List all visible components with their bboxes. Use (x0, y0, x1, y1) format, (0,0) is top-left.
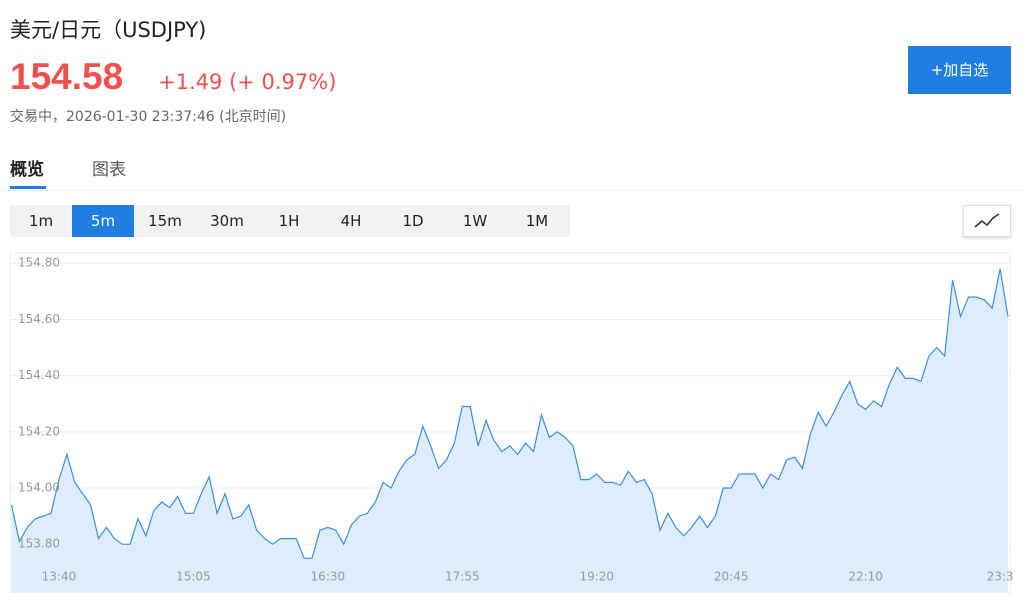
divider (0, 190, 1024, 191)
timeframe-button[interactable]: 5m (72, 205, 134, 237)
change: +1.49 (+ 0.97%) (158, 70, 337, 94)
y-tick-label: 154.80 (18, 256, 60, 270)
y-tick-label: 154.20 (18, 424, 60, 438)
tab[interactable]: 概览 (10, 160, 44, 180)
chart-icon (974, 213, 1000, 228)
line (10, 268, 1009, 559)
tab-indicator (10, 186, 46, 189)
timeframe-bar: 1m 5m 15m 30m 1H 4H 1D 1W 1M (10, 205, 570, 237)
x-tick-label: 19:20 (579, 570, 614, 584)
timeframe-button[interactable]: 4H (340, 212, 362, 230)
timeframe-button[interactable]: 30m (210, 212, 244, 230)
y-tick-label: 154.40 (18, 368, 60, 382)
chart-frame (10, 252, 1011, 593)
price: 154.58 (10, 56, 124, 97)
chart-type-button[interactable] (963, 205, 1011, 237)
status: 交易中，2026-01-30 23:37:46 (北京时间) (10, 109, 287, 125)
add-button[interactable]: +加自选 (908, 46, 1011, 94)
timeframe-button[interactable]: 1m (28, 212, 54, 230)
x-tick-label: 16:30 (311, 570, 346, 584)
timeframe-button[interactable]: 1H (278, 212, 300, 230)
timeframe-button[interactable]: 1D (402, 212, 424, 230)
x-tick-label: 13:40 (42, 570, 77, 584)
x-tick-label: 23:3 (987, 570, 1014, 584)
y-tick-label: 154.00 (18, 481, 60, 495)
timeframe-button[interactable]: 1M (525, 212, 549, 230)
x-tick-label: 17:55 (445, 570, 480, 584)
x-tick-label: 22:10 (848, 570, 883, 584)
y-tick-label: 154.60 (18, 312, 60, 326)
title: 美元/日元（USDJPY) (10, 18, 207, 42)
x-tick-label: 20:45 (714, 570, 749, 584)
area (11, 268, 1008, 592)
x-tick-label: 15:05 (176, 570, 211, 584)
timeframe-button[interactable]: 15m (148, 212, 182, 230)
timeframe-button[interactable]: 1W (462, 212, 488, 230)
y-tick-label: 153.80 (18, 537, 60, 551)
tab[interactable]: 图表 (92, 160, 126, 180)
